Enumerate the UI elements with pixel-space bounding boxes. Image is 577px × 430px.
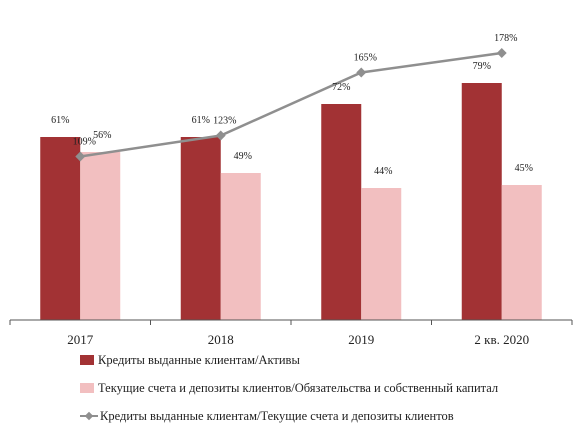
bar-series-2-0 <box>80 152 121 320</box>
x-tick-label-1: 2018 <box>208 332 234 347</box>
data-label-series-1-3: 79% <box>473 61 491 72</box>
x-tick-label-0: 2017 <box>67 332 94 347</box>
legend-item-series-3: Кредиты выданные клиентам/Текущие счета … <box>80 402 560 430</box>
x-axis-ticks <box>9 320 573 325</box>
legend-swatch-series-1 <box>80 355 94 365</box>
legend: Кредиты выданные клиентам/Активы Текущие… <box>80 346 560 430</box>
data-label-series-3-3: 178% <box>494 33 517 44</box>
data-label-series-3-1: 123% <box>213 116 236 127</box>
bar-series-2-3 <box>501 185 542 320</box>
bar-series-1-2 <box>321 104 362 320</box>
legend-item-series-2: Текущие счета и депозиты клиентов/Обязат… <box>80 374 560 402</box>
x-tick-label-2: 2019 <box>348 332 374 347</box>
data-labels: 61% 56% 61% 49% 72% 44% 79% 45% 109% 123% 165% 178% <box>51 33 533 177</box>
data-label-series-3-0: 109% <box>73 137 96 148</box>
line-series-3-path <box>80 51 502 158</box>
bar-series-2-1 <box>220 173 261 320</box>
line-marker-series-3-3 <box>496 48 507 58</box>
x-tick-labels: 2017 2018 2019 2 кв. 2020 <box>67 332 529 347</box>
line-marker-series-3-1 <box>215 130 226 141</box>
data-label-series-1-2: 72% <box>332 82 350 93</box>
bar-series-1-3 <box>461 83 502 320</box>
bars-series-1 <box>40 83 502 320</box>
data-label-series-2-1: 49% <box>234 151 252 162</box>
bar-series-1-1 <box>180 137 221 320</box>
data-label-series-1-1: 61% <box>192 115 210 126</box>
legend-swatch-series-2 <box>80 383 94 393</box>
line-marker-series-3-2 <box>356 67 367 78</box>
chart: 61% 56% 61% 49% 72% 44% 79% 45% 109% 123% 165% 178%… <box>9 33 573 347</box>
line-series-3 <box>75 48 507 162</box>
data-label-series-2-2: 44% <box>374 166 392 177</box>
x-tick-label-3: 2 кв. 2020 <box>474 332 529 347</box>
bar-series-1-0 <box>40 137 81 320</box>
legend-label-series-3: Кредиты выданные клиентам/Текущие счета … <box>100 409 454 423</box>
legend-item-series-1: Кредиты выданные клиентам/Активы <box>80 346 560 374</box>
legend-label-series-1: Кредиты выданные клиентам/Активы <box>98 353 300 367</box>
data-label-series-2-0: 56% <box>93 130 111 141</box>
bars-series-2 <box>80 152 542 320</box>
data-label-series-1-0: 61% <box>51 115 69 126</box>
bar-series-2-2 <box>361 188 402 320</box>
legend-line-marker-series-3 <box>80 411 98 421</box>
data-label-series-3-2: 165% <box>354 53 377 64</box>
legend-label-series-2: Текущие счета и депозиты клиентов/Обязат… <box>98 381 499 395</box>
line-marker-series-3-0 <box>75 151 86 162</box>
data-label-series-2-3: 45% <box>515 163 533 174</box>
